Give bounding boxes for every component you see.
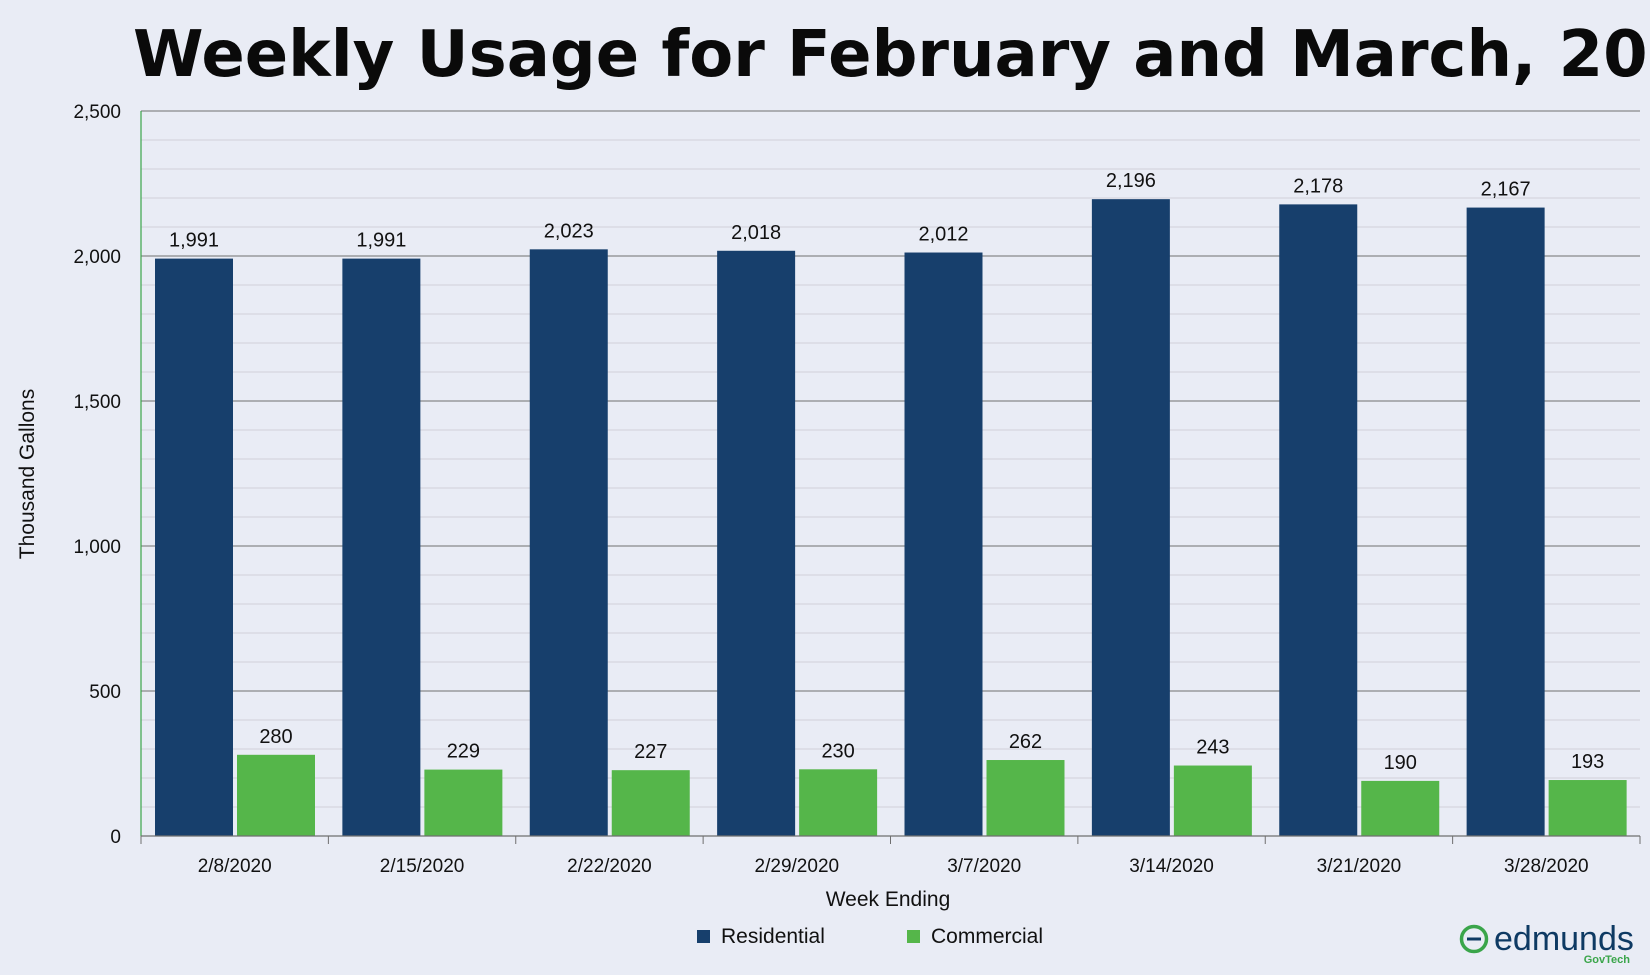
x-tick-label: 2/8/2020 bbox=[198, 856, 272, 877]
data-label-commercial: 229 bbox=[447, 741, 480, 763]
bar-residential bbox=[717, 250, 796, 836]
data-label-residential: 2,018 bbox=[731, 222, 781, 244]
x-tick-label: 3/21/2020 bbox=[1317, 856, 1402, 877]
logo-subtext: GovTech bbox=[1584, 954, 1631, 966]
data-label-residential: 1,991 bbox=[169, 230, 219, 252]
x-tick-label: 3/28/2020 bbox=[1504, 856, 1589, 877]
data-label-commercial: 230 bbox=[821, 740, 854, 762]
legend-label-residential: Residential bbox=[721, 925, 825, 948]
x-tick-label: 2/15/2020 bbox=[380, 856, 465, 877]
y-tick-label: 500 bbox=[89, 682, 121, 703]
x-tick-label: 3/7/2020 bbox=[947, 856, 1021, 877]
y-tick-label: 1,500 bbox=[73, 392, 121, 413]
bar-residential bbox=[1466, 207, 1545, 836]
data-label-commercial: 227 bbox=[634, 741, 667, 763]
y-tick-label: 1,000 bbox=[73, 537, 121, 558]
bar-residential bbox=[529, 249, 608, 836]
bar-commercial bbox=[1173, 765, 1252, 836]
bar-commercial bbox=[1548, 780, 1627, 836]
bar-residential bbox=[155, 258, 233, 836]
bar-commercial bbox=[1361, 780, 1440, 836]
x-axis-title: Week Ending bbox=[826, 888, 951, 911]
bar-residential bbox=[904, 252, 983, 836]
data-label-commercial: 243 bbox=[1196, 737, 1229, 759]
edmunds-logo: edmunds GovTech bbox=[1459, 920, 1634, 966]
x-tick-label: 2/29/2020 bbox=[755, 856, 840, 877]
chart-title: Weekly Usage for February and March, 202… bbox=[133, 18, 1650, 92]
y-tick-label: 2,500 bbox=[73, 102, 121, 123]
bar-commercial bbox=[424, 769, 503, 836]
data-label-commercial: 262 bbox=[1009, 731, 1042, 753]
bar-commercial bbox=[237, 754, 315, 836]
bar-commercial bbox=[986, 760, 1065, 836]
data-label-residential: 2,196 bbox=[1106, 170, 1156, 192]
legend-swatch-commercial bbox=[907, 930, 920, 943]
bar-residential bbox=[1091, 199, 1170, 836]
data-label-residential: 2,012 bbox=[918, 224, 968, 246]
bar-commercial bbox=[611, 770, 690, 836]
bar-residential bbox=[1279, 204, 1358, 836]
logo-text: edmunds bbox=[1494, 920, 1634, 958]
y-tick-label: 0 bbox=[110, 827, 121, 848]
legend-label-commercial: Commercial bbox=[931, 925, 1043, 948]
data-labels-layer: 1,991 1,991 2,023 2,018 2,012 2,196 2,178 2,167… bbox=[169, 170, 1604, 774]
x-tick-label: 2/22/2020 bbox=[567, 856, 652, 877]
data-label-residential: 2,023 bbox=[544, 220, 594, 242]
bars-layer bbox=[155, 199, 1627, 836]
data-label-commercial: 190 bbox=[1384, 752, 1417, 774]
y-axis-title: Thousand Gallons bbox=[16, 389, 39, 559]
data-label-residential: 2,167 bbox=[1481, 179, 1531, 201]
data-label-commercial: 193 bbox=[1571, 751, 1604, 773]
data-label-residential: 2,178 bbox=[1293, 175, 1343, 197]
bar-residential bbox=[342, 258, 421, 836]
x-tick-label: 3/14/2020 bbox=[1129, 856, 1214, 877]
data-label-commercial: 280 bbox=[259, 726, 292, 748]
axis-layer: 0 500 1,000 1,500 2,000 2,500 2/8/2020 2/15/202… bbox=[73, 102, 1641, 877]
y-tick-label: 2,000 bbox=[73, 247, 121, 268]
data-label-residential: 1,991 bbox=[356, 230, 406, 252]
legend-swatch-residential bbox=[697, 930, 710, 943]
bar-commercial bbox=[799, 769, 878, 836]
edmunds-e-icon bbox=[1459, 924, 1489, 954]
legend: Residential Commercial bbox=[697, 925, 1043, 948]
